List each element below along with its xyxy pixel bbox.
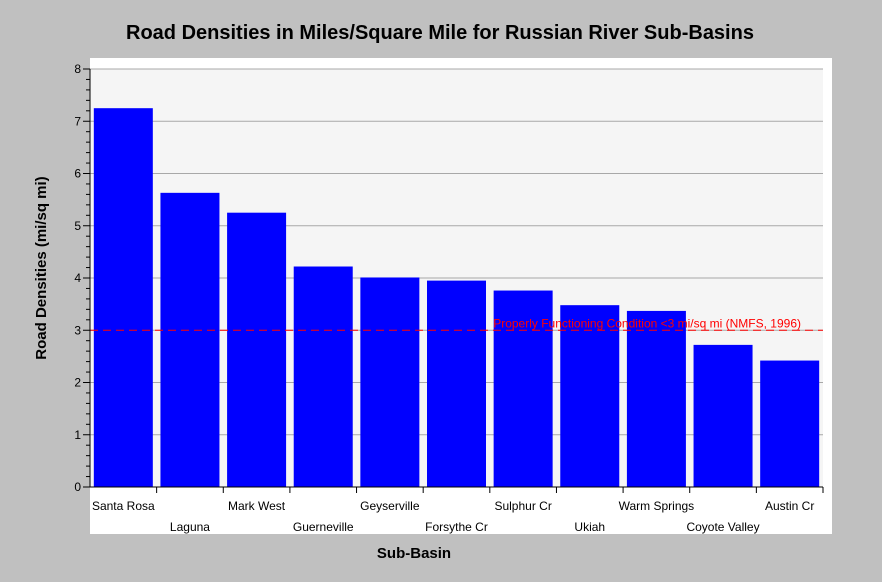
y-axis-title: Road Densities (mi/sq mi) [33, 176, 50, 359]
x-tick-label: Laguna [170, 520, 210, 534]
axes: 0 1 2 3 4 5 6 7 8 Santa Rosa Laguna Mark West Guerne… [74, 62, 824, 534]
x-tick-label: Warm Springs [619, 499, 695, 513]
bar-austin-cr [760, 360, 820, 487]
x-tick-label: Geyserville [360, 499, 420, 513]
bar-forsythe-cr [427, 280, 486, 487]
y-tick-label: 3 [74, 323, 81, 337]
x-tick-label: Sulphur Cr [494, 499, 551, 513]
bar-mark-west [227, 212, 287, 487]
bar-ukiah [560, 305, 620, 487]
y-tick-label: 8 [74, 62, 81, 76]
y-tick-label: 4 [74, 271, 81, 285]
y-tick-label: 2 [74, 376, 81, 390]
bars [93, 108, 820, 487]
y-tick-label: 7 [74, 114, 81, 128]
x-tick-label: Coyote Valley [686, 520, 759, 534]
bar-laguna [160, 192, 220, 487]
bar-geyserville [360, 277, 420, 487]
bar-guerneville [293, 266, 353, 487]
y-tick-label: 5 [74, 219, 81, 233]
reference-line-group: Properly Functioning Condition <3 mi/sq … [90, 316, 823, 331]
x-tick-label: Austin Cr [765, 499, 814, 513]
reference-line-label: Properly Functioning Condition <3 mi/sq … [493, 316, 801, 330]
bar-warm-springs [626, 310, 686, 487]
x-tick-label: Mark West [228, 499, 286, 513]
chart-title: Road Densities in Miles/Square Mile for … [126, 22, 754, 44]
x-tick-label: Santa Rosa [92, 499, 155, 513]
bar-coyote-valley [693, 344, 753, 487]
y-tick-label: 0 [74, 480, 81, 494]
bar-sulphur-cr [493, 290, 553, 487]
y-tick-label: 1 [74, 428, 81, 442]
bar-santa-rosa [93, 108, 153, 487]
x-tick-label: Guerneville [293, 520, 354, 534]
y-tick-label: 6 [74, 167, 81, 181]
x-axis-title: Sub-Basin [377, 545, 451, 562]
x-tick-label: Forsythe Cr [425, 520, 488, 534]
x-tick-label: Ukiah [574, 520, 605, 534]
